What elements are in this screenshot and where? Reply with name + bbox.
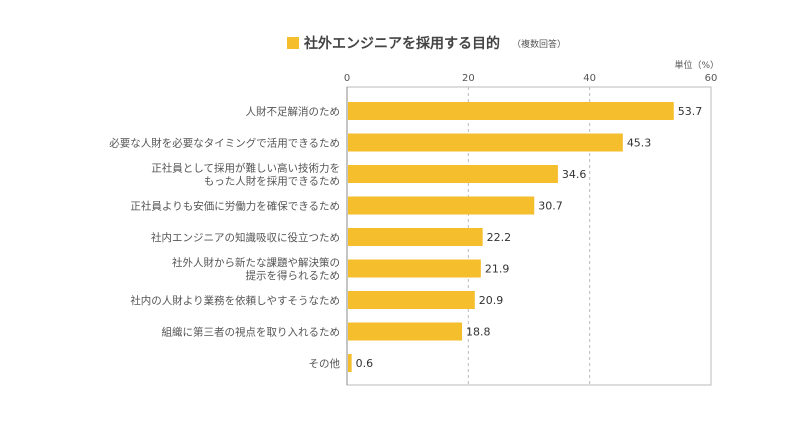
legend-swatch: [287, 37, 299, 49]
bar: [348, 165, 558, 183]
category-label: 社外人財から新たな課題や解決策の: [172, 256, 340, 269]
data-label: 30.7: [538, 200, 563, 213]
data-label: 53.7: [678, 105, 703, 118]
bar: [348, 196, 535, 215]
category-label: 人財不足解消のため: [246, 105, 341, 118]
category-label: 正社員よりも安価に労働力を確保できるため: [130, 200, 340, 213]
bar: [348, 322, 463, 341]
bar: [348, 102, 674, 120]
category-label: 必要な人財を必要なタイミングで活用できるため: [109, 137, 340, 150]
chart-title: 社外エンジニアを採用する目的: [303, 35, 500, 52]
x-tick-label: 40: [583, 73, 596, 84]
data-label: 22.2: [487, 231, 512, 244]
category-label: 組織に第三者の視点を取り入れるため: [162, 326, 341, 339]
bar: [348, 291, 475, 309]
category-label: 社内の人財より業務を依頼しやすそうなため: [130, 294, 340, 307]
category-label: 提示を得られるため: [246, 270, 341, 282]
category-label: 社内エンジニアの知識吸収に役立つため: [151, 231, 340, 244]
bar: [348, 133, 623, 152]
bar: [348, 354, 352, 372]
category-label: 正社員として採用が難しい高い技術力を: [151, 162, 340, 175]
data-label: 0.6: [356, 357, 374, 370]
category-label: もった人財を採用できるため: [204, 175, 340, 188]
unit-label: 単位（%）: [674, 59, 719, 71]
data-label: 34.6: [562, 168, 587, 181]
data-label: 45.3: [627, 137, 652, 150]
bar: [348, 259, 481, 278]
data-label: 18.8: [466, 326, 491, 339]
bar: [348, 228, 483, 246]
chart-subtitle: （複数回答）: [512, 38, 566, 50]
category-label: その他: [309, 357, 341, 370]
x-tick-label: 0: [344, 73, 350, 84]
data-label: 20.9: [479, 294, 504, 307]
x-tick-label: 60: [705, 73, 718, 84]
x-tick-label: 20: [462, 73, 475, 84]
data-label: 21.9: [485, 263, 510, 276]
